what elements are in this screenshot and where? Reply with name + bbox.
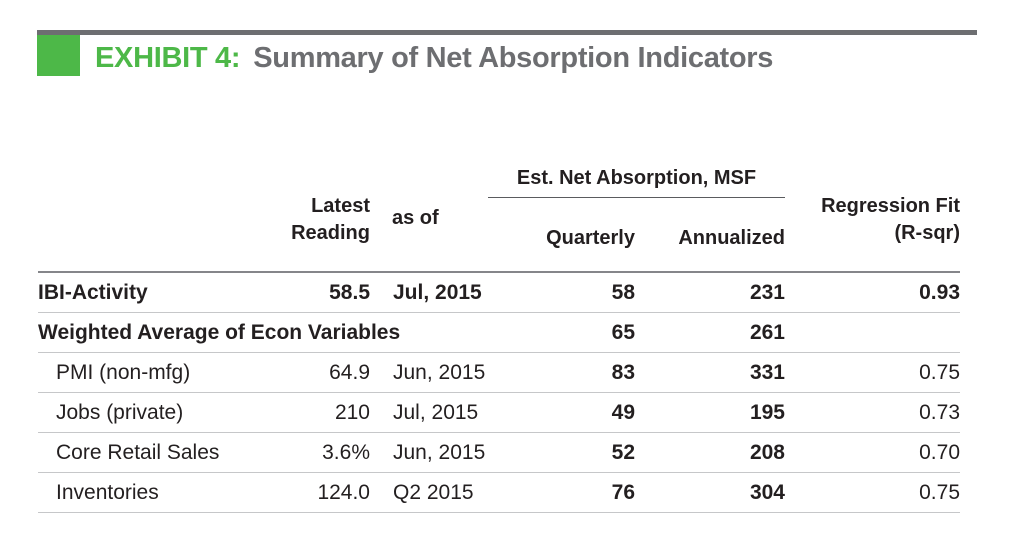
page-title: EXHIBIT 4: Summary of Net Absorption Indi… <box>95 42 773 75</box>
quarterly-value: 58 <box>611 280 635 304</box>
row-label: Jobs (private) <box>56 400 184 424</box>
column-header-annualized: Annualized <box>678 227 785 249</box>
net-absorption-table: Latest Reading as of Est. Net Absorption… <box>38 165 960 513</box>
as-of-date: Jun, 2015 <box>393 360 486 384</box>
column-group-header-est-net-absorption: Est. Net Absorption, MSF <box>488 167 785 198</box>
exhibit-title-text: Summary of Net Absorption Indicators <box>253 42 774 74</box>
latest-reading: 64.9 <box>329 360 370 384</box>
as-of-date: Q2 2015 <box>393 480 474 504</box>
quarterly-value: 49 <box>611 400 635 424</box>
as-of-date: Jun, 2015 <box>393 440 486 464</box>
quarterly-value: 76 <box>611 480 635 504</box>
rsqr-value: 0.75 <box>919 360 960 384</box>
as-of-date: Jul, 2015 <box>393 400 479 424</box>
rsqr-value: 0.75 <box>919 480 960 504</box>
table-row-inventories: Inventories 124.0 Q2 2015 76 304 0.75 <box>38 473 960 513</box>
latest-reading: 58.5 <box>329 280 370 304</box>
regression-fit-line1: Regression Fit <box>821 195 960 217</box>
annualized-value: 261 <box>749 320 785 344</box>
table-row-ibi-activity: IBI-Activity 58.5 Jul, 2015 58 231 0.93 <box>38 273 960 313</box>
table-row-weighted-average: Weighted Average of Econ Variables 65 26… <box>38 313 960 353</box>
row-label: IBI-Activity <box>38 280 148 304</box>
regression-fit-line2: (R-sqr) <box>894 222 960 244</box>
annualized-value: 195 <box>749 400 785 424</box>
latest-reading: 210 <box>334 400 370 424</box>
rsqr-value: 0.73 <box>919 400 960 424</box>
rsqr-value: 0.93 <box>919 280 960 304</box>
quarterly-value: 65 <box>611 320 635 344</box>
latest-reading: 3.6% <box>322 440 370 464</box>
latest-reading-line2: Reading <box>291 222 370 244</box>
row-label: Core Retail Sales <box>56 440 220 464</box>
latest-reading-line1: Latest <box>311 195 370 217</box>
annualized-value: 208 <box>749 440 785 464</box>
column-header-as-of: as of <box>392 207 439 229</box>
column-header-regression-fit: Regression Fit (R-sqr) <box>780 193 960 247</box>
quarterly-value: 52 <box>611 440 635 464</box>
column-header-quarterly: Quarterly <box>546 227 635 249</box>
rsqr-value: 0.70 <box>919 440 960 464</box>
column-header-latest-reading: Latest Reading <box>38 193 370 247</box>
table-row-jobs-private: Jobs (private) 210 Jul, 2015 49 195 0.73 <box>38 393 960 433</box>
table-row-pmi-non-mfg: PMI (non-mfg) 64.9 Jun, 2015 83 331 0.75 <box>38 353 960 393</box>
table-row-core-retail-sales: Core Retail Sales 3.6% Jun, 2015 52 208 … <box>38 433 960 473</box>
quarterly-value: 83 <box>611 360 635 384</box>
annualized-value: 231 <box>749 280 785 304</box>
row-label: Weighted Average of Econ Variables <box>38 320 401 344</box>
row-label: Inventories <box>56 480 159 504</box>
header-rule <box>37 30 977 35</box>
table-header: Latest Reading as of Est. Net Absorption… <box>38 165 960 273</box>
row-label: PMI (non-mfg) <box>56 360 191 384</box>
green-accent-square <box>37 35 80 76</box>
latest-reading: 124.0 <box>317 480 370 504</box>
as-of-date: Jul, 2015 <box>393 280 482 304</box>
annualized-value: 331 <box>749 360 785 384</box>
exhibit-number-label: EXHIBIT 4: <box>95 42 241 74</box>
annualized-value: 304 <box>749 480 785 504</box>
